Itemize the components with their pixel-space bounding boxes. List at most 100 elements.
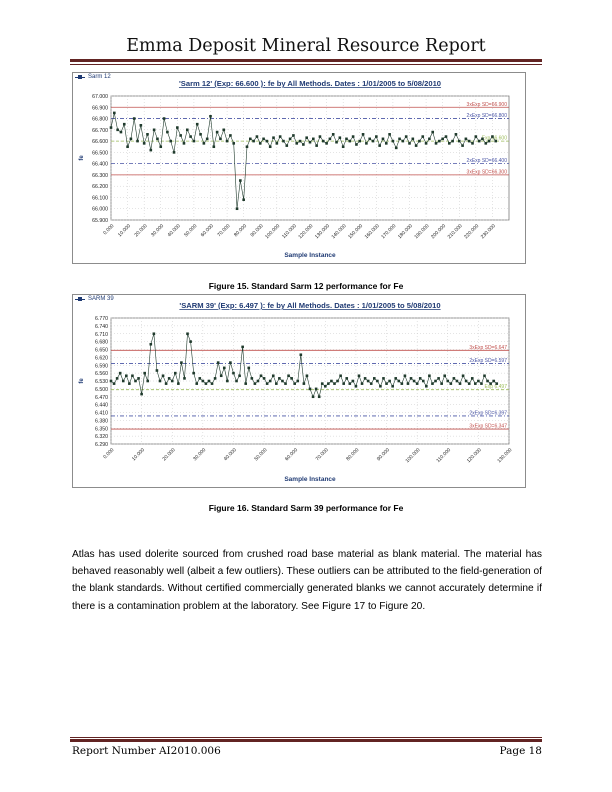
data-point bbox=[252, 139, 255, 143]
data-point bbox=[265, 139, 269, 143]
y-tick-label: 6.380 bbox=[95, 418, 108, 424]
data-point bbox=[213, 377, 217, 380]
data-point bbox=[358, 139, 362, 143]
reference-line-label: 2xExp SD=66.800 bbox=[467, 113, 508, 119]
y-tick-label: 6.680 bbox=[95, 340, 108, 346]
data-point bbox=[222, 128, 226, 132]
data-point bbox=[185, 128, 189, 132]
data-point bbox=[142, 142, 146, 145]
data-point bbox=[198, 377, 202, 380]
data-point bbox=[394, 146, 398, 150]
data-point bbox=[268, 145, 272, 149]
data-point bbox=[371, 139, 375, 143]
data-point bbox=[238, 374, 241, 378]
data-point bbox=[229, 134, 232, 137]
data-point bbox=[428, 374, 431, 378]
data-point bbox=[189, 135, 192, 138]
x-tick-label: 100.000 bbox=[264, 223, 281, 240]
figure-caption: Figure 16. Standard Sarm 39 performance … bbox=[208, 503, 404, 513]
data-point bbox=[379, 384, 382, 388]
data-point bbox=[434, 142, 438, 145]
x-tick-label: 60.000 bbox=[200, 223, 215, 238]
data-point bbox=[492, 379, 495, 383]
data-point bbox=[336, 379, 339, 383]
data-point bbox=[484, 142, 488, 145]
data-point bbox=[205, 137, 209, 141]
data-point bbox=[415, 382, 419, 385]
data-point bbox=[215, 130, 219, 134]
data-point bbox=[169, 139, 172, 143]
data-point bbox=[339, 374, 342, 378]
data-point bbox=[372, 377, 376, 380]
data-point bbox=[210, 382, 214, 385]
data-point bbox=[391, 384, 394, 388]
data-point bbox=[232, 371, 235, 375]
data-point bbox=[406, 382, 410, 385]
footer-rule bbox=[70, 739, 542, 742]
legend-marker-icon bbox=[75, 75, 85, 79]
data-point bbox=[275, 382, 278, 385]
data-point bbox=[333, 382, 336, 385]
x-axis-label: Sample Instance bbox=[284, 476, 336, 483]
data-point bbox=[401, 139, 405, 143]
data-point bbox=[219, 137, 222, 141]
data-point bbox=[312, 137, 315, 141]
data-point bbox=[443, 374, 447, 378]
x-tick-label: 190.000 bbox=[413, 223, 430, 240]
y-tick-label: 6.350 bbox=[95, 426, 108, 432]
data-point bbox=[385, 382, 388, 385]
data-point bbox=[149, 342, 153, 346]
data-point bbox=[282, 139, 285, 143]
data-point bbox=[382, 377, 385, 380]
data-point bbox=[477, 139, 481, 143]
chart-legend: Sarm 12 bbox=[75, 74, 111, 80]
data-point bbox=[418, 139, 421, 143]
data-point bbox=[253, 382, 257, 385]
data-point bbox=[388, 133, 391, 136]
data-point bbox=[483, 374, 486, 378]
x-tick-label: 130.000 bbox=[496, 447, 513, 464]
data-point bbox=[170, 379, 174, 383]
data-point bbox=[182, 142, 186, 145]
data-point bbox=[365, 142, 368, 145]
data-point bbox=[225, 139, 229, 143]
data-point bbox=[235, 379, 238, 383]
data-point bbox=[351, 379, 355, 383]
data-point bbox=[464, 379, 468, 383]
y-axis-label: fe bbox=[79, 378, 85, 384]
data-point bbox=[324, 384, 327, 388]
data-point bbox=[491, 135, 494, 138]
data-point bbox=[418, 377, 422, 380]
y-tick-label: 6.410 bbox=[95, 411, 108, 417]
data-point bbox=[431, 382, 434, 385]
data-point bbox=[363, 377, 367, 380]
x-tick-label: 130.000 bbox=[314, 223, 331, 240]
y-tick-label: 66.200 bbox=[92, 184, 108, 190]
y-tick-label: 66.900 bbox=[92, 105, 108, 111]
data-point bbox=[195, 382, 199, 385]
data-point bbox=[321, 139, 325, 143]
x-tick-label: 170.000 bbox=[380, 223, 397, 240]
legend-marker-icon bbox=[75, 297, 85, 301]
x-tick-label: 70.000 bbox=[216, 223, 231, 238]
data-point bbox=[411, 137, 415, 141]
data-point bbox=[207, 379, 211, 383]
data-point bbox=[272, 136, 275, 140]
data-point bbox=[247, 366, 251, 370]
data-point bbox=[180, 361, 183, 364]
data-point bbox=[229, 361, 232, 364]
data-point bbox=[281, 379, 284, 383]
data-point bbox=[486, 379, 489, 383]
data-point bbox=[136, 139, 139, 143]
data-point bbox=[397, 379, 401, 383]
data-point bbox=[404, 135, 408, 138]
data-point bbox=[137, 377, 140, 380]
data-point bbox=[288, 137, 292, 141]
data-point bbox=[425, 384, 428, 388]
data-point bbox=[360, 382, 364, 385]
data-point bbox=[298, 139, 302, 143]
footer-report-number: Report Number AI2010.006 bbox=[72, 745, 221, 757]
data-point bbox=[245, 145, 249, 149]
header-rule-thin bbox=[70, 64, 542, 65]
data-point bbox=[315, 144, 318, 147]
